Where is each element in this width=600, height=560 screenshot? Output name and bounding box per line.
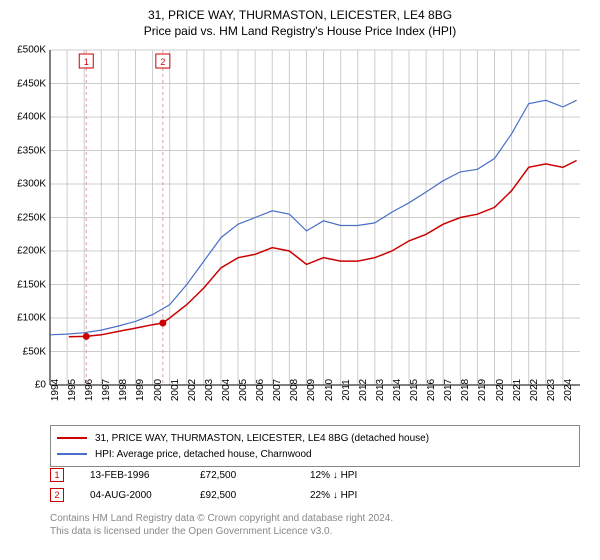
legend-row-hpi: HPI: Average price, detached house, Char… bbox=[57, 446, 573, 462]
svg-text:2: 2 bbox=[160, 57, 165, 67]
y-axis-label: £500K bbox=[17, 45, 46, 56]
x-axis-label: 2024 bbox=[563, 379, 574, 401]
y-axis-label: £200K bbox=[17, 246, 46, 257]
x-axis-label: 2001 bbox=[170, 379, 181, 401]
x-axis-label: 2011 bbox=[341, 379, 352, 401]
x-axis-label: 2013 bbox=[375, 379, 386, 401]
footer-line-1: Contains HM Land Registry data © Crown c… bbox=[50, 512, 393, 525]
y-axis-label: £150K bbox=[17, 279, 46, 290]
y-axis-label: £450K bbox=[17, 78, 46, 89]
chart-area: 12 £0£50K£100K£150K£200K£250K£300K£350K£… bbox=[50, 50, 580, 385]
legend-row-property: 31, PRICE WAY, THURMASTON, LEICESTER, LE… bbox=[57, 430, 573, 446]
x-axis-label: 2003 bbox=[204, 379, 215, 401]
sale-pct: 12% ↓ HPI bbox=[310, 470, 400, 481]
legend-swatch-property bbox=[57, 437, 87, 439]
sale-date: 13-FEB-1996 bbox=[90, 470, 180, 481]
x-axis-label: 1994 bbox=[50, 379, 61, 401]
sale-marker-idx: 1 bbox=[54, 470, 59, 480]
sale-marker-idx: 2 bbox=[54, 490, 59, 500]
title-line-2: Price paid vs. HM Land Registry's House … bbox=[0, 24, 600, 38]
svg-text:1: 1 bbox=[84, 57, 89, 67]
x-axis-label: 2007 bbox=[272, 379, 283, 401]
x-axis-label: 2014 bbox=[392, 379, 403, 401]
title-line-1: 31, PRICE WAY, THURMASTON, LEICESTER, LE… bbox=[0, 8, 600, 22]
legend-label-hpi: HPI: Average price, detached house, Char… bbox=[95, 449, 312, 460]
x-axis-label: 2004 bbox=[221, 379, 232, 401]
y-axis-label: £50K bbox=[23, 346, 46, 357]
legend: 31, PRICE WAY, THURMASTON, LEICESTER, LE… bbox=[50, 425, 580, 467]
title-block: 31, PRICE WAY, THURMASTON, LEICESTER, LE… bbox=[0, 0, 600, 38]
y-axis-label: £250K bbox=[17, 212, 46, 223]
y-axis-label: £100K bbox=[17, 313, 46, 324]
x-axis-label: 2006 bbox=[255, 379, 266, 401]
sale-price: £72,500 bbox=[200, 470, 290, 481]
sale-markers-block: 1 13-FEB-1996 £72,500 12% ↓ HPI 2 04-AUG… bbox=[50, 465, 580, 505]
x-axis-label: 2016 bbox=[426, 379, 437, 401]
x-axis-label: 1995 bbox=[67, 379, 78, 401]
sale-date: 04-AUG-2000 bbox=[90, 490, 180, 501]
y-axis-label: £300K bbox=[17, 179, 46, 190]
x-axis-label: 1998 bbox=[118, 379, 129, 401]
x-axis-label: 1999 bbox=[135, 379, 146, 401]
x-axis-label: 2005 bbox=[238, 379, 249, 401]
x-axis-label: 2012 bbox=[358, 379, 369, 401]
sale-pct: 22% ↓ HPI bbox=[310, 490, 400, 501]
footer-line-2: This data is licensed under the Open Gov… bbox=[50, 525, 393, 538]
sale-marker-box-icon: 2 bbox=[50, 488, 64, 502]
chart-container: 31, PRICE WAY, THURMASTON, LEICESTER, LE… bbox=[0, 0, 600, 560]
x-axis-label: 1997 bbox=[101, 379, 112, 401]
x-axis-label: 2008 bbox=[289, 379, 300, 401]
y-axis-label: £350K bbox=[17, 145, 46, 156]
sale-price: £92,500 bbox=[200, 490, 290, 501]
x-axis-label: 2023 bbox=[546, 379, 557, 401]
plot-svg: 12 bbox=[50, 50, 580, 385]
x-axis-label: 2002 bbox=[187, 379, 198, 401]
x-axis-label: 2017 bbox=[443, 379, 454, 401]
x-axis-label: 2009 bbox=[306, 379, 317, 401]
x-axis-label: 2000 bbox=[153, 379, 164, 401]
sale-marker-row: 1 13-FEB-1996 £72,500 12% ↓ HPI bbox=[50, 465, 580, 485]
x-axis-label: 1996 bbox=[84, 379, 95, 401]
x-axis-label: 2018 bbox=[460, 379, 471, 401]
x-axis-label: 2015 bbox=[409, 379, 420, 401]
x-axis-label: 2019 bbox=[477, 379, 488, 401]
sale-marker-box-icon: 1 bbox=[50, 468, 64, 482]
x-axis-label: 2020 bbox=[495, 379, 506, 401]
sale-marker-row: 2 04-AUG-2000 £92,500 22% ↓ HPI bbox=[50, 485, 580, 505]
footer: Contains HM Land Registry data © Crown c… bbox=[50, 512, 393, 538]
legend-label-property: 31, PRICE WAY, THURMASTON, LEICESTER, LE… bbox=[95, 433, 429, 444]
y-axis-label: £400K bbox=[17, 112, 46, 123]
y-axis-label: £0 bbox=[35, 380, 46, 391]
legend-swatch-hpi bbox=[57, 453, 87, 455]
x-axis-label: 2010 bbox=[324, 379, 335, 401]
x-axis-label: 2021 bbox=[512, 379, 523, 401]
x-axis-label: 2022 bbox=[529, 379, 540, 401]
